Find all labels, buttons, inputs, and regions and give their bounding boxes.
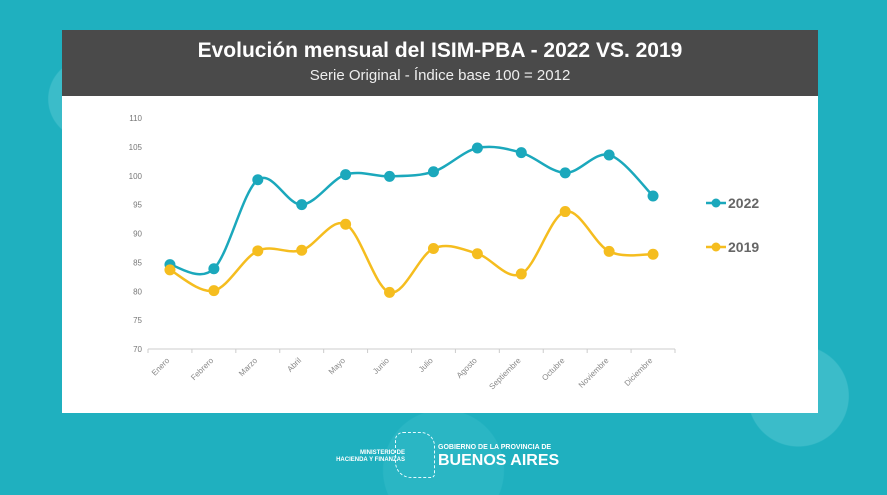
legend-marker-2019 (711, 242, 721, 252)
x-tick-label: Mayo (327, 356, 348, 377)
data-point-2022 (515, 147, 527, 159)
chart-title: Evolución mensual del ISIM-PBA - 2022 VS… (197, 39, 683, 62)
series-line-2022 (169, 145, 654, 276)
x-tick-label: Septiembre (487, 356, 523, 392)
line-chart: 70 75 80 85 90 95 100 105 110 Enero Febrero Marzo Ab… (129, 114, 760, 392)
province-label: BUENOS AIRES (438, 452, 560, 469)
legend-marker-2022 (711, 198, 721, 208)
x-tick-label: Agosto (455, 356, 479, 380)
data-point-2022 (340, 169, 352, 181)
y-tick-label: 100 (129, 172, 143, 181)
data-point-2019 (208, 285, 220, 297)
chart-subtitle: Serie Original - Índice base 100 = 2012 (309, 67, 571, 84)
x-tick-label: Marzo (237, 356, 259, 378)
x-tick-label: Febrero (189, 356, 216, 383)
footer-logo: MINISTERIO DE HACIENDA Y FINANZAS GOBIERN… (310, 430, 560, 480)
y-tick-label: 110 (129, 114, 142, 123)
series-line-2019 (169, 210, 654, 294)
x-tick-label: Diciembre (623, 356, 655, 388)
data-point-2019 (296, 244, 308, 256)
ministry-line1: MINISTERIO DE (359, 450, 405, 456)
y-tick-label: 80 (133, 287, 142, 296)
chart-header: Evolución mensual del ISIM-PBA - 2022 VS… (62, 30, 818, 96)
data-point-2022 (471, 142, 483, 154)
data-point-2019 (515, 268, 527, 280)
gov-label: GOBIERNO DE LA PROVINCIA DE (438, 444, 552, 451)
data-point-2019 (559, 206, 571, 218)
chart-card: 70 75 80 85 90 95 100 105 110 Enero Febrero Marzo Ab… (62, 96, 818, 413)
y-tick-label: 85 (133, 258, 142, 267)
data-point-2022 (208, 263, 220, 275)
data-point-2019 (427, 243, 439, 255)
data-point-2019 (603, 245, 615, 257)
y-tick-label: 105 (129, 143, 143, 152)
ministry-line2: HACIENDA Y FINANZAS (336, 457, 405, 463)
x-tick-label: Abril (285, 356, 303, 374)
data-point-2019 (340, 218, 352, 230)
data-point-2022 (252, 174, 264, 186)
data-point-2019 (384, 286, 396, 298)
x-tick-label: Enero (150, 356, 172, 378)
x-tick-label: Octubre (540, 356, 567, 383)
data-point-2019 (252, 245, 264, 257)
data-point-2022 (296, 199, 308, 211)
y-tick-label: 95 (133, 201, 142, 210)
data-point-2022 (603, 149, 615, 161)
legend-label-2022: 2022 (728, 195, 759, 211)
data-point-2022 (647, 190, 659, 202)
x-tick-label: Julio (417, 356, 435, 374)
data-point-2022 (427, 166, 439, 178)
data-point-2022 (384, 170, 396, 182)
data-point-2019 (647, 248, 659, 260)
x-tick-label: Noviembre (577, 356, 611, 390)
province-map-icon (395, 432, 435, 478)
data-point-2022 (559, 167, 571, 179)
y-tick-label: 90 (133, 230, 142, 239)
x-tick-label: Junio (371, 356, 391, 376)
legend-label-2019: 2019 (728, 239, 759, 255)
y-tick-label: 75 (133, 316, 142, 325)
ministry-label: MINISTERIO DE HACIENDA Y FINANZAS (310, 450, 405, 464)
y-tick-label: 70 (133, 345, 142, 354)
data-point-2019 (164, 264, 176, 276)
data-point-2019 (471, 248, 483, 260)
